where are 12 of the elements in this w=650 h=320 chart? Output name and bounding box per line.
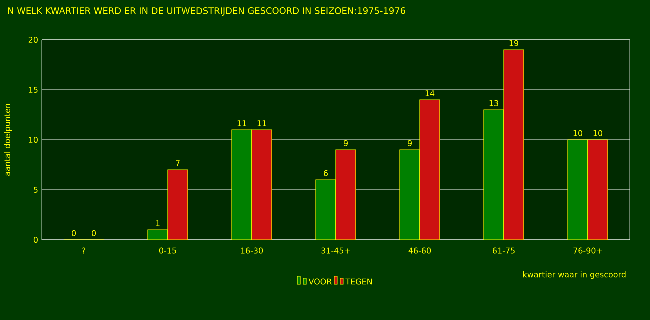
bar (504, 50, 524, 240)
bar (484, 110, 504, 240)
bar (316, 180, 336, 240)
chart-title: N WELK KWARTIER WERD ER IN DE UITWEDSTRIJDEN GESCOORD IN SEIZOEN:1975-1976 (8, 8, 406, 16)
bar (568, 140, 588, 240)
bar (400, 150, 420, 240)
bar (168, 170, 188, 240)
bar (336, 150, 356, 240)
bar (232, 130, 252, 240)
bar (252, 130, 272, 240)
bar (588, 140, 608, 240)
bar (420, 100, 440, 240)
